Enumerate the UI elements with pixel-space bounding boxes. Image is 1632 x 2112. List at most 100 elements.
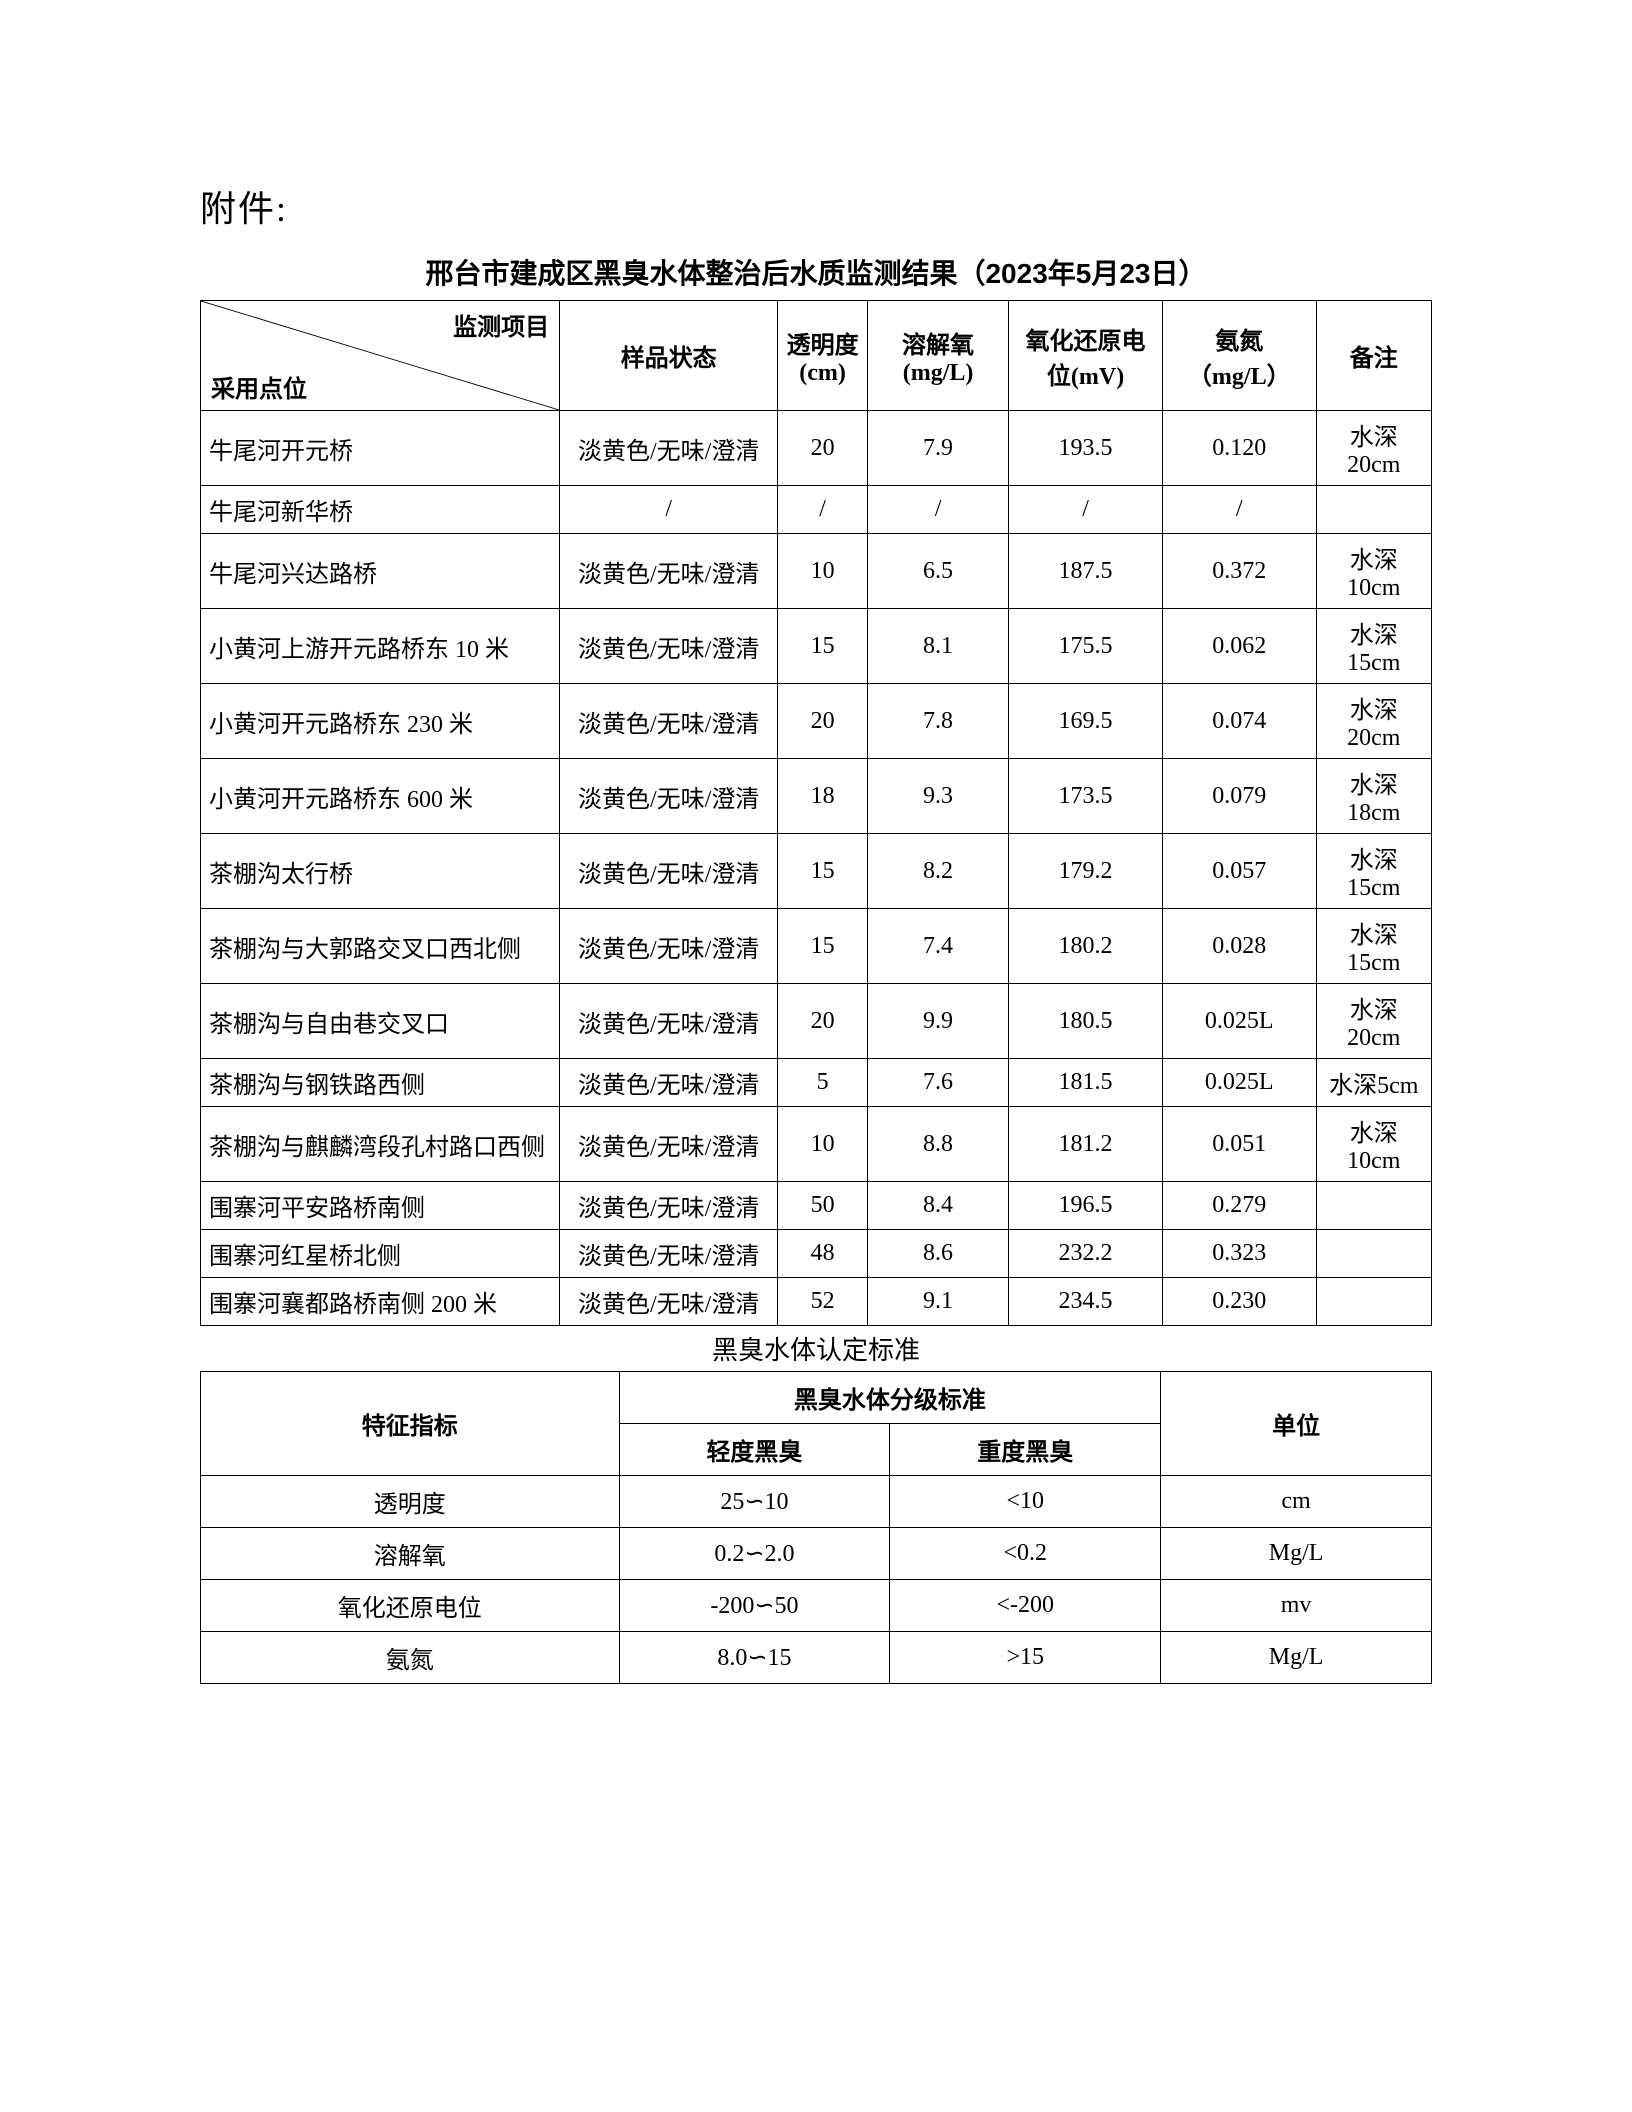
main-title: 邢台市建成区黑臭水体整治后水质监测结果（2023年5月23日） [200,252,1432,292]
cell-orp: 232.2 [1009,1230,1163,1278]
table-row: 小黄河开元路桥东 230 米淡黄色/无味/澄清207.8169.50.074水深… [201,684,1432,759]
std-cell-indicator: 溶解氧 [201,1528,620,1580]
std-cell-heavy: <10 [890,1476,1161,1528]
std-header-heavy: 重度黑臭 [890,1424,1161,1476]
cell-orp: 234.5 [1009,1278,1163,1326]
cell-trans: 20 [778,984,868,1059]
cell-note: 水深15cm [1316,909,1431,984]
cell-status: 淡黄色/无味/澄清 [560,984,778,1059]
cell-status: 淡黄色/无味/澄清 [560,1107,778,1182]
cell-orp: 181.2 [1009,1107,1163,1182]
cell-nh: 0.062 [1163,609,1317,684]
header-nh: 氨氮（mg/L） [1163,301,1317,411]
cell-nh: 0.051 [1163,1107,1317,1182]
cell-loc: 牛尾河兴达路桥 [201,534,560,609]
cell-note: 水深10cm [1316,534,1431,609]
std-cell-heavy: <-200 [890,1580,1161,1632]
std-cell-unit: Mg/L [1161,1528,1432,1580]
cell-loc: 小黄河上游开元路桥东 10 米 [201,609,560,684]
cell-do: 8.2 [868,834,1009,909]
table-row: 牛尾河新华桥///// [201,486,1432,534]
table-row: 茶棚沟太行桥淡黄色/无味/澄清158.2179.20.057水深15cm [201,834,1432,909]
cell-trans: 15 [778,834,868,909]
cell-orp: / [1009,486,1163,534]
cell-loc: 小黄河开元路桥东 600 米 [201,759,560,834]
cell-nh: 0.230 [1163,1278,1317,1326]
cell-orp: 180.5 [1009,984,1163,1059]
std-cell-light: 8.0∽15 [619,1632,890,1684]
std-header-light: 轻度黑臭 [619,1424,890,1476]
cell-loc: 茶棚沟与自由巷交叉口 [201,984,560,1059]
header-sample-point: 采用点位 [211,369,307,404]
table-row: 牛尾河兴达路桥淡黄色/无味/澄清106.5187.50.372水深10cm [201,534,1432,609]
cell-orp: 193.5 [1009,411,1163,486]
cell-trans: / [778,486,868,534]
cell-trans: 15 [778,909,868,984]
std-cell-light: -200∽50 [619,1580,890,1632]
header-transparency: 透明度(cm) [778,301,868,411]
std-cell-unit: cm [1161,1476,1432,1528]
cell-status: 淡黄色/无味/澄清 [560,609,778,684]
cell-status: 淡黄色/无味/澄清 [560,909,778,984]
table-row: 围寨河红星桥北侧淡黄色/无味/澄清488.6232.20.323 [201,1230,1432,1278]
std-table-row: 溶解氧0.2∽2.0<0.2Mg/L [201,1528,1432,1580]
cell-do: 7.6 [868,1059,1009,1107]
cell-note: 水深20cm [1316,984,1431,1059]
cell-note [1316,1278,1431,1326]
cell-status: 淡黄色/无味/澄清 [560,684,778,759]
cell-nh: 0.120 [1163,411,1317,486]
cell-do: 6.5 [868,534,1009,609]
cell-nh: 0.028 [1163,909,1317,984]
std-cell-indicator: 氨氮 [201,1632,620,1684]
std-cell-indicator: 氧化还原电位 [201,1580,620,1632]
table-row: 小黄河上游开元路桥东 10 米淡黄色/无味/澄清158.1175.50.062水… [201,609,1432,684]
table-row: 茶棚沟与自由巷交叉口淡黄色/无味/澄清209.9180.50.025L水深20c… [201,984,1432,1059]
cell-trans: 48 [778,1230,868,1278]
attachment-label: 附件: [200,180,1432,232]
cell-trans: 52 [778,1278,868,1326]
cell-loc: 茶棚沟与麒麟湾段孔村路口西侧 [201,1107,560,1182]
header-orp: 氧化还原电位(mV) [1009,301,1163,411]
cell-nh: 0.323 [1163,1230,1317,1278]
std-header-unit: 单位 [1161,1372,1432,1476]
cell-note [1316,486,1431,534]
std-table-row: 氧化还原电位-200∽50<-200mv [201,1580,1432,1632]
table-row: 牛尾河开元桥淡黄色/无味/澄清207.9193.50.120水深20cm [201,411,1432,486]
cell-orp: 169.5 [1009,684,1163,759]
cell-do: 7.4 [868,909,1009,984]
cell-status: 淡黄色/无味/澄清 [560,1278,778,1326]
cell-loc: 围寨河襄都路桥南侧 200 米 [201,1278,560,1326]
cell-nh: 0.074 [1163,684,1317,759]
cell-orp: 179.2 [1009,834,1163,909]
cell-note: 水深20cm [1316,411,1431,486]
cell-status: 淡黄色/无味/澄清 [560,1059,778,1107]
cell-note: 水深18cm [1316,759,1431,834]
std-header-grading: 黑臭水体分级标准 [619,1372,1161,1424]
cell-note: 水深20cm [1316,684,1431,759]
header-diagonal-cell: 监测项目 采用点位 [201,301,560,411]
cell-nh: 0.025L [1163,1059,1317,1107]
cell-trans: 20 [778,411,868,486]
cell-nh: 0.372 [1163,534,1317,609]
cell-orp: 181.5 [1009,1059,1163,1107]
std-cell-heavy: <0.2 [890,1528,1161,1580]
table-row: 茶棚沟与麒麟湾段孔村路口西侧淡黄色/无味/澄清108.8181.20.051水深… [201,1107,1432,1182]
cell-do: 9.9 [868,984,1009,1059]
cell-orp: 180.2 [1009,909,1163,984]
std-header-row-1: 特征指标 黑臭水体分级标准 单位 [201,1372,1432,1424]
cell-do: / [868,486,1009,534]
std-cell-light: 25∽10 [619,1476,890,1528]
cell-do: 9.1 [868,1278,1009,1326]
std-cell-unit: Mg/L [1161,1632,1432,1684]
cell-orp: 196.5 [1009,1182,1163,1230]
cell-loc: 茶棚沟与大郭路交叉口西北侧 [201,909,560,984]
cell-do: 8.1 [868,609,1009,684]
standard-subtitle: 黑臭水体认定标准 [200,1330,1432,1367]
cell-status: 淡黄色/无味/澄清 [560,759,778,834]
header-do: 溶解氧(mg/L) [868,301,1009,411]
std-table-row: 氨氮8.0∽15>15Mg/L [201,1632,1432,1684]
std-header-indicator: 特征指标 [201,1372,620,1476]
cell-trans: 10 [778,534,868,609]
standard-table: 特征指标 黑臭水体分级标准 单位 轻度黑臭 重度黑臭 透明度25∽10<10cm… [200,1371,1432,1684]
cell-trans: 10 [778,1107,868,1182]
